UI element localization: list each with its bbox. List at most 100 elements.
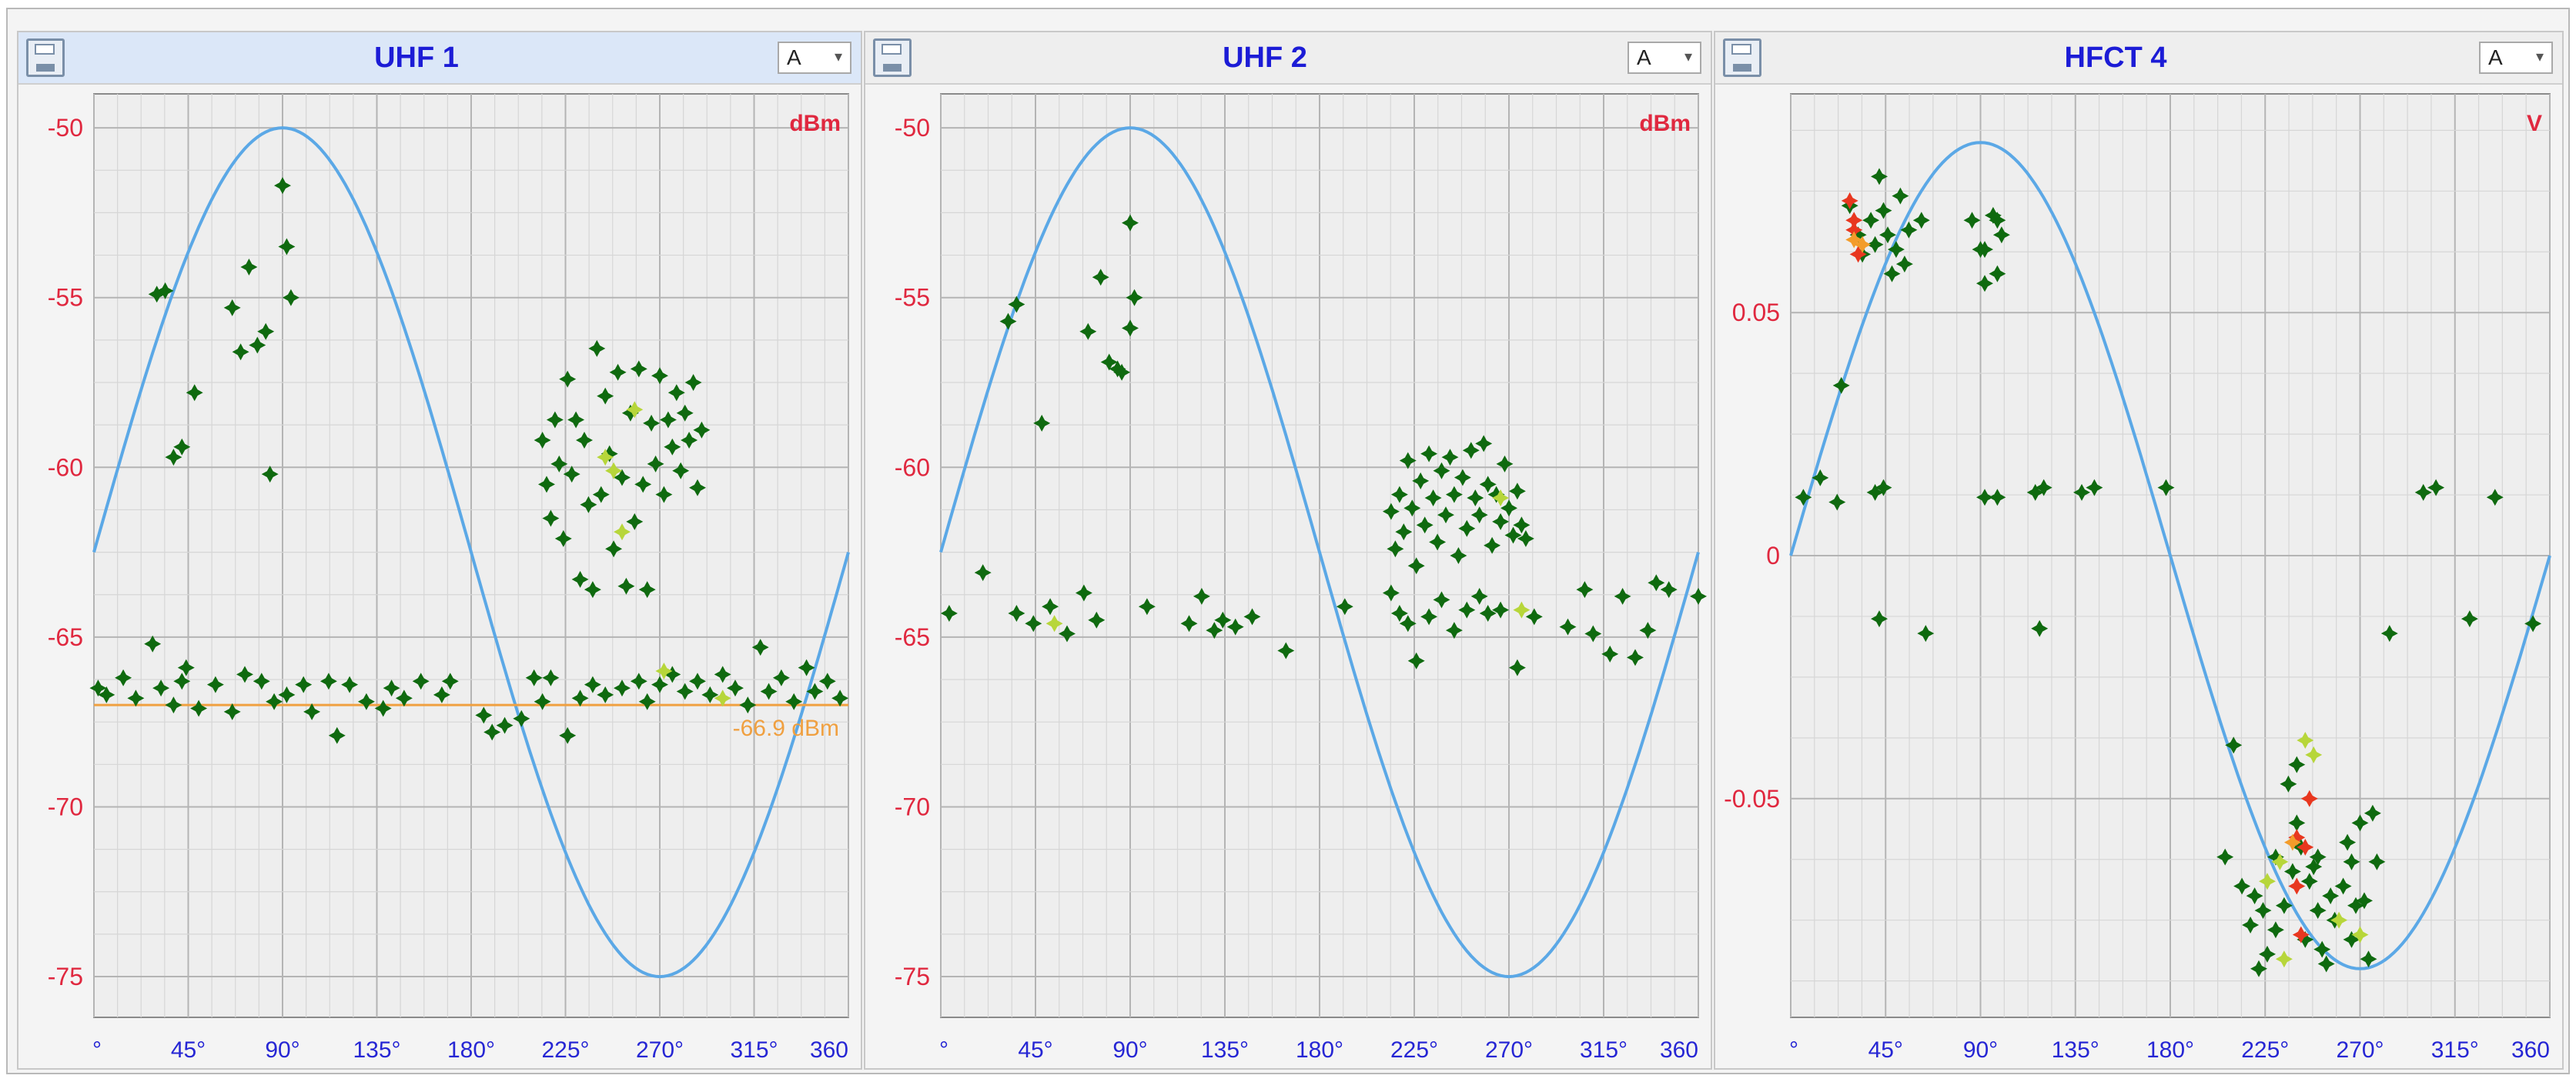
data-point [584, 676, 601, 693]
data-point [2343, 930, 2360, 948]
data-point [2300, 790, 2318, 807]
data-point [2317, 955, 2335, 973]
data-point [2360, 950, 2377, 968]
data-point [1479, 605, 1497, 622]
data-point [1508, 659, 1526, 676]
data-point [1917, 625, 1935, 643]
data-point [2309, 848, 2327, 866]
data-point [2246, 887, 2263, 905]
data-point [727, 680, 744, 697]
data-point [1584, 625, 1602, 643]
data-point [2297, 732, 2314, 749]
data-point [1445, 622, 1463, 640]
data-point [1079, 322, 1097, 340]
data-point [232, 343, 249, 361]
data-point [89, 680, 107, 697]
save-icon[interactable] [26, 38, 65, 77]
data-point [1508, 483, 1526, 500]
data-point [1976, 241, 1993, 259]
data-point [1206, 622, 1223, 640]
data-point [1109, 360, 1126, 378]
data-point [584, 581, 601, 599]
y-tick-label: -70 [895, 793, 930, 820]
data-point [357, 693, 375, 710]
data-point [383, 680, 400, 697]
data-point [433, 686, 450, 703]
data-point [2242, 917, 2260, 933]
data-point [974, 564, 992, 582]
data-point [772, 669, 790, 686]
x-tick-label: 225° [1390, 1037, 1438, 1063]
data-point [261, 466, 279, 483]
data-point [684, 374, 702, 391]
data-point [319, 673, 337, 690]
data-point [2368, 853, 2386, 870]
channel-select[interactable]: A ▾ [2479, 42, 2553, 74]
panel-header: UHF 1 A ▾ [18, 32, 861, 85]
data-point [1871, 168, 1888, 185]
y-tick-label: -55 [895, 284, 930, 312]
data-point [655, 486, 673, 503]
data-point [2086, 479, 2103, 496]
y-tick-label: 0 [1766, 542, 1780, 569]
data-point [1075, 584, 1092, 602]
data-point [1008, 296, 1025, 313]
data-point [1492, 489, 1510, 506]
data-point [597, 686, 614, 703]
reference-sine [92, 126, 850, 979]
x-tick-label: 360 [810, 1037, 848, 1063]
data-point [597, 387, 614, 405]
x-tick-label: 90° [1112, 1037, 1147, 1063]
data-point [2414, 483, 2432, 501]
data-point [1862, 212, 1880, 229]
data-point [278, 238, 296, 255]
y-tick-label: -50 [48, 114, 83, 142]
data-point [1277, 642, 1295, 660]
x-tick-label: 135° [1201, 1037, 1249, 1063]
data-point [550, 455, 568, 473]
panel-header: UHF 2 A ▾ [865, 32, 1711, 85]
data-point [1008, 605, 1025, 622]
data-point [739, 696, 757, 714]
data-point [1462, 442, 1480, 459]
data-point [693, 421, 711, 439]
data-point [818, 673, 836, 690]
data-point [1601, 645, 1619, 663]
channel-select[interactable]: A ▾ [778, 42, 851, 74]
data-point [1627, 649, 1644, 666]
data-point [2283, 863, 2301, 880]
data-point [651, 367, 668, 385]
panel-title: UHF 1 [374, 42, 459, 74]
chevron-down-icon: ▾ [1684, 48, 1692, 65]
data-point [614, 680, 631, 697]
x-tick-label: 315° [2431, 1037, 2479, 1063]
data-point [1059, 625, 1076, 643]
data-point [1989, 212, 2006, 229]
data-point [1639, 622, 1657, 640]
data-point [621, 404, 639, 422]
data-point [576, 432, 593, 449]
data-point [1875, 479, 1892, 496]
data-point [1849, 226, 1867, 244]
series-lightgreen [1045, 489, 1531, 633]
data-point [638, 693, 656, 710]
channel-select[interactable]: A ▾ [1628, 42, 1701, 74]
data-point [177, 659, 195, 676]
data-point [274, 177, 291, 195]
save-icon[interactable] [1723, 38, 1761, 77]
data-point [534, 693, 551, 710]
data-point [1399, 452, 1417, 469]
data-point [441, 673, 459, 690]
data-point [760, 683, 778, 700]
save-icon[interactable] [873, 38, 912, 77]
data-point [1989, 489, 2006, 506]
panel-title: HFCT 4 [2064, 42, 2167, 74]
y-tick-label: -60 [895, 453, 930, 481]
data-point [1492, 513, 1510, 530]
x-tick-label: ° [939, 1037, 948, 1063]
data-point [2356, 892, 2373, 910]
data-point [571, 570, 589, 588]
data-point [1845, 221, 1863, 239]
channel-select-value: A [2488, 45, 2503, 69]
series-green [940, 214, 1707, 676]
